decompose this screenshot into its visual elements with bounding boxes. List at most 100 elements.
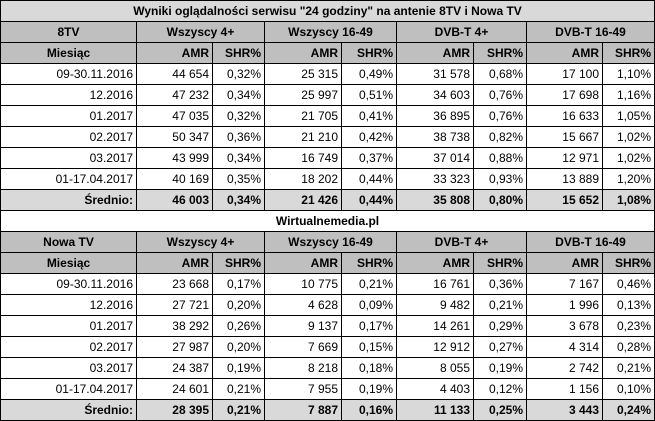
shr-header: SHR% [601,252,655,274]
shr-cell: 1,10% [601,63,655,85]
group-header: DVB-T 4+ [396,21,527,43]
shr-header: SHR% [212,42,265,64]
amr-cell: 34 603 [396,84,474,106]
amr-cell: 7 167 [526,273,603,295]
table-row: 09-30.11.2016 44 654 0,32% 25 315 0,49% 31 57… [0,63,655,85]
channel-header-row: 8TV Wszyscy 4+ Wszyscy 16-49 DVB-T 4+ DVB-T … [0,21,655,43]
shr-average: 0,80% [473,189,527,211]
amr-cell: 44 654 [136,63,213,85]
amr-cell: 24 601 [136,378,213,400]
amr-cell: 3 678 [526,315,603,337]
channel-name: 8TV [0,21,137,43]
shr-average: 0,44% [341,189,397,211]
shr-average: 0,21% [212,399,265,421]
shr-cell: 0,18% [341,357,397,379]
shr-cell: 1,02% [601,126,655,148]
amr-cell: 43 999 [136,147,213,169]
amr-cell: 18 202 [264,168,342,190]
table-title: Wyniki oglądalności serwisu "24 godziny"… [0,0,655,22]
shr-cell: 0,82% [473,126,527,148]
amr-cell: 25 315 [264,63,342,85]
shr-cell: 0,12% [473,378,527,400]
amr-cell: 25 997 [264,84,342,106]
shr-cell: 0,88% [473,147,527,169]
amr-average: 35 808 [396,189,474,211]
amr-cell: 15 667 [526,126,603,148]
channel-name: Nowa TV [0,231,137,253]
shr-cell: 0,27% [473,336,527,358]
month-cell: 01-17.04.2017 [0,168,137,190]
shr-header: SHR% [473,252,527,274]
month-cell: 01-17.04.2017 [0,378,137,400]
amr-header: AMR [526,252,603,274]
average-row: Średnio: 28 395 0,21% 7 887 0,16% 11 133 0,25%… [0,399,655,421]
shr-cell: 0,26% [212,315,265,337]
table-row: 09-30.11.2016 23 668 0,17% 10 775 0,21% 16 76… [0,273,655,295]
month-cell: 03.2017 [0,147,137,169]
amr-cell: 37 014 [396,147,474,169]
amr-cell: 50 347 [136,126,213,148]
month-cell: 03.2017 [0,357,137,379]
amr-cell: 13 889 [526,168,603,190]
amr-cell: 38 738 [396,126,474,148]
amr-average: 46 003 [136,189,213,211]
shr-average: 0,25% [473,399,527,421]
amr-header: AMR [264,42,342,64]
amr-cell: 21 705 [264,105,342,127]
group-header: DVB-T 16-49 [525,231,655,253]
amr-cell: 47 035 [136,105,213,127]
average-row: Średnio: 46 003 0,34% 21 426 0,44% 35 808 0,80… [0,189,655,211]
table-row: 02.2017 50 347 0,36% 21 210 0,42% 38 738 0,82%… [0,126,655,148]
month-cell: 01.2017 [0,315,137,337]
amr-cell: 24 387 [136,357,213,379]
amr-header: AMR [264,252,342,274]
amr-cell: 9 137 [264,315,342,337]
amr-cell: 4 403 [396,378,474,400]
shr-cell: 0,35% [212,168,265,190]
amr-header: AMR [526,42,603,64]
amr-cell: 47 232 [136,84,213,106]
table-row: 12.2016 47 232 0,34% 25 997 0,51% 34 603 0,76%… [0,84,655,106]
shr-cell: 0,32% [212,105,265,127]
amr-cell: 23 668 [136,273,213,295]
shr-cell: 0,37% [341,147,397,169]
table-row: 01.2017 38 292 0,26% 9 137 0,17% 14 261 0,29% 3… [0,315,655,337]
average-label: Średnio: [0,399,137,421]
amr-cell: 1 996 [526,294,603,316]
amr-cell: 10 775 [264,273,342,295]
amr-cell: 9 482 [396,294,474,316]
amr-cell: 12 971 [526,147,603,169]
shr-cell: 0,44% [341,168,397,190]
table-row: 02.2017 27 987 0,20% 7 669 0,15% 12 912 0,27% 4… [0,336,655,358]
month-cell: 01.2017 [0,105,137,127]
shr-header: SHR% [212,252,265,274]
amr-cell: 33 323 [396,168,474,190]
source-label: Wirtualnemedia.pl [0,210,655,232]
group-header: DVB-T 16-49 [525,21,655,43]
amr-cell: 17 100 [526,63,603,85]
shr-cell: 0,51% [341,84,397,106]
shr-cell: 0,23% [601,315,655,337]
shr-cell: 0,49% [341,63,397,85]
shr-average: 1,08% [601,189,655,211]
month-cell: 02.2017 [0,336,137,358]
group-header: Wszyscy 4+ [136,231,265,253]
amr-cell: 36 895 [396,105,474,127]
shr-cell: 0,34% [212,84,265,106]
shr-cell: 0,93% [473,168,527,190]
shr-header: SHR% [473,42,527,64]
shr-average: 0,34% [212,189,265,211]
channel-header-row: Nowa TV Wszyscy 4+ Wszyscy 16-49 DVB-T 4+ DV… [0,231,655,253]
column-header-row: Miesiąc AMR SHR% AMR SHR% AMR SHR% AMR SHR% [0,42,655,64]
shr-cell: 0,21% [341,273,397,295]
source-row: Wirtualnemedia.pl [0,210,655,232]
shr-cell: 0,21% [473,294,527,316]
shr-header: SHR% [341,252,397,274]
average-label: Średnio: [0,189,137,211]
shr-cell: 0,15% [341,336,397,358]
shr-cell: 1,05% [601,105,655,127]
month-cell: 12.2016 [0,294,137,316]
amr-cell: 1 156 [526,378,603,400]
shr-cell: 0,20% [212,336,265,358]
